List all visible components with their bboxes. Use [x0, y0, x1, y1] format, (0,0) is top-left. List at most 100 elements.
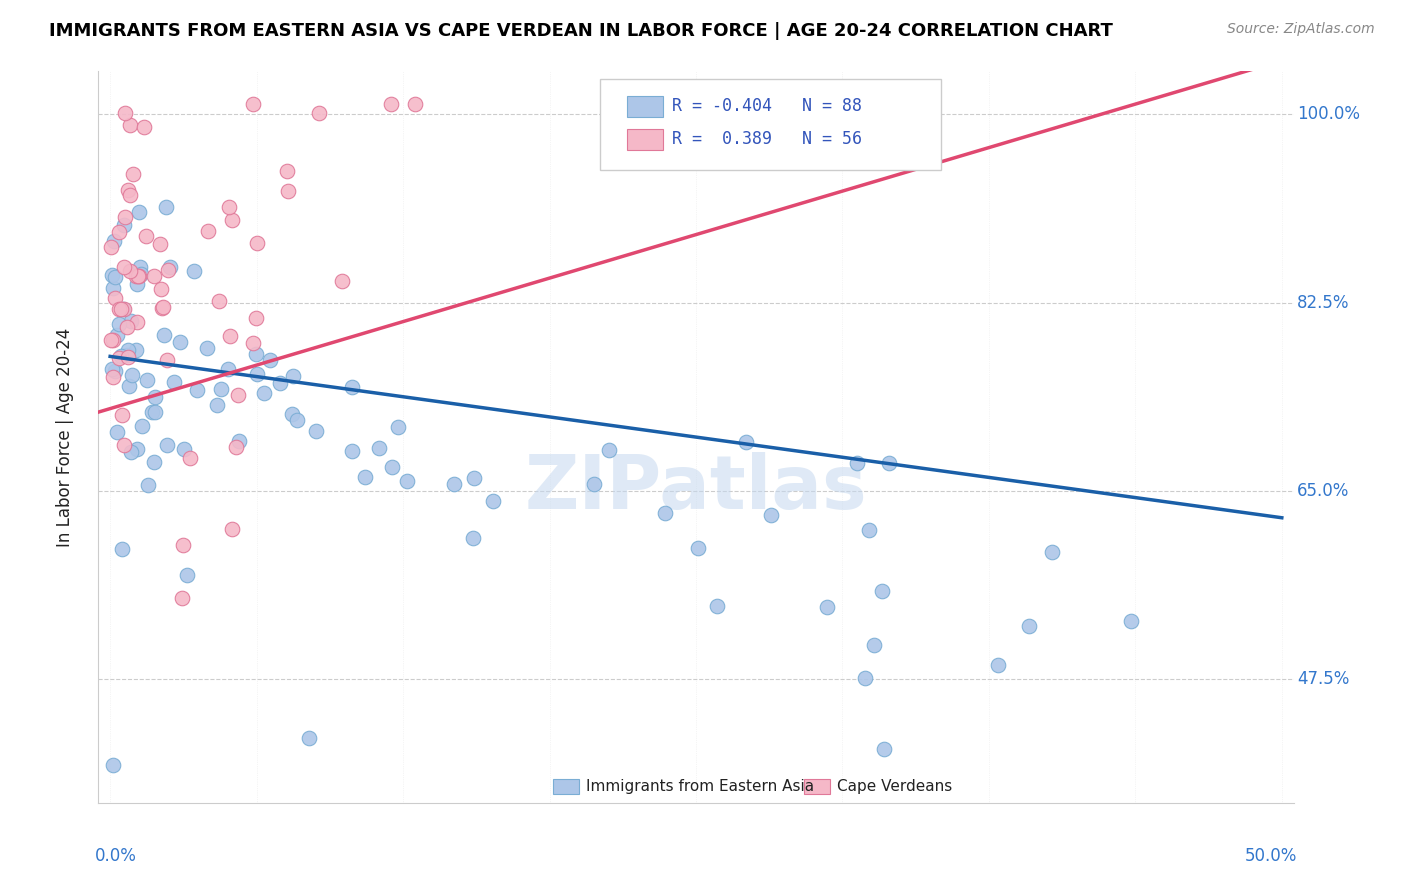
Point: [128, 268, 150, 283]
Point: [176, 567, 198, 582]
Point: [172, 538, 194, 552]
Point: [208, 293, 231, 308]
Text: 100.0%: 100.0%: [1298, 105, 1360, 123]
Point: [141, 405, 163, 419]
Point: [330, 274, 353, 288]
Point: [112, 218, 135, 232]
Text: 65.0%: 65.0%: [1298, 482, 1350, 500]
Point: [281, 368, 304, 383]
Point: [108, 351, 131, 365]
Y-axis label: In Labor Force | Age 20-24: In Labor Force | Age 20-24: [56, 327, 75, 547]
Point: [396, 474, 419, 488]
Point: [110, 349, 132, 363]
Point: [127, 442, 149, 456]
Point: [846, 456, 869, 470]
Point: [246, 235, 269, 250]
Point: [183, 264, 205, 278]
Point: [153, 328, 176, 343]
Bar: [804, 780, 830, 794]
Point: [145, 390, 167, 404]
Point: [734, 435, 756, 450]
Point: [156, 437, 179, 451]
Point: [276, 164, 298, 178]
Text: 0.0%: 0.0%: [94, 847, 136, 864]
Point: [105, 425, 128, 439]
Point: [125, 315, 148, 329]
Point: [111, 542, 134, 557]
Point: [125, 343, 148, 358]
Point: [111, 409, 134, 423]
Point: [129, 260, 152, 275]
Text: Source: ZipAtlas.com: Source: ZipAtlas.com: [1227, 22, 1375, 37]
FancyBboxPatch shape: [600, 78, 941, 170]
Point: [149, 282, 172, 296]
Point: [125, 268, 148, 283]
Point: [463, 471, 485, 485]
Text: 47.5%: 47.5%: [1298, 670, 1350, 688]
Point: [443, 477, 465, 491]
Point: [108, 301, 131, 316]
Point: [156, 353, 179, 368]
Point: [481, 494, 503, 508]
Point: [120, 313, 142, 327]
Point: [253, 385, 276, 400]
Point: [169, 334, 191, 349]
Text: ZIPatlas: ZIPatlas: [524, 451, 868, 524]
Text: Immigrants from Eastern Asia: Immigrants from Eastern Asia: [586, 780, 814, 794]
Point: [853, 671, 876, 685]
Bar: [627, 96, 662, 117]
Point: [110, 301, 132, 316]
Text: Cape Verdeans: Cape Verdeans: [837, 780, 952, 794]
Point: [221, 213, 243, 227]
Point: [121, 368, 143, 383]
Point: [387, 419, 409, 434]
Point: [879, 456, 901, 470]
Point: [134, 120, 156, 134]
Point: [100, 239, 122, 253]
Point: [101, 758, 124, 772]
Point: [103, 281, 125, 295]
Point: [197, 224, 219, 238]
Point: [122, 167, 145, 181]
Point: [242, 335, 264, 350]
Point: [245, 310, 267, 325]
Point: [1018, 618, 1040, 632]
Point: [117, 183, 139, 197]
Point: [104, 270, 127, 285]
Point: [112, 438, 135, 452]
Point: [118, 118, 141, 132]
Point: [108, 317, 131, 331]
Point: [143, 455, 166, 469]
Point: [118, 188, 141, 202]
Point: [870, 584, 893, 599]
Point: [285, 413, 308, 427]
Point: [246, 367, 269, 381]
Point: [259, 352, 281, 367]
Point: [1121, 615, 1143, 629]
Point: [136, 478, 159, 492]
Point: [143, 405, 166, 419]
Point: [858, 523, 880, 537]
Text: 50.0%: 50.0%: [1244, 847, 1298, 864]
Point: [159, 260, 181, 275]
Point: [815, 600, 838, 615]
Point: [120, 445, 142, 459]
Text: R =  0.389   N = 56: R = 0.389 N = 56: [672, 130, 862, 148]
Point: [101, 268, 124, 283]
Point: [873, 742, 896, 756]
Point: [105, 327, 128, 342]
Point: [221, 521, 243, 535]
Point: [340, 380, 363, 394]
Text: IMMIGRANTS FROM EASTERN ASIA VS CAPE VERDEAN IN LABOR FORCE | AGE 20-24 CORRELAT: IMMIGRANTS FROM EASTERN ASIA VS CAPE VER…: [49, 22, 1114, 40]
Point: [1040, 544, 1063, 558]
Point: [101, 333, 124, 347]
Point: [117, 343, 139, 357]
Point: [217, 362, 239, 376]
Point: [598, 442, 620, 457]
Point: [242, 96, 264, 111]
Point: [104, 291, 127, 305]
Point: [152, 300, 174, 314]
Point: [209, 383, 232, 397]
Point: [114, 105, 136, 120]
Point: [186, 383, 208, 397]
